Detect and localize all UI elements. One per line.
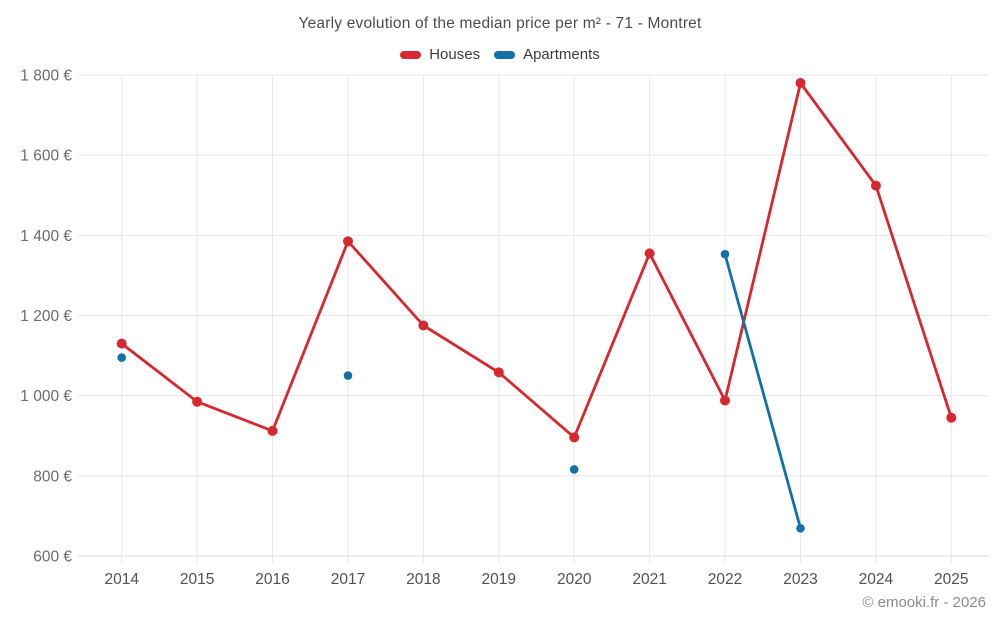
x-tick-label: 2016: [255, 571, 289, 588]
y-tick-label: 1 000 €: [20, 388, 72, 405]
point-houses-2020[interactable]: [569, 432, 580, 443]
apartments-line: [723, 252, 802, 530]
series-apartments: [117, 249, 805, 533]
apartments-legend-label: Apartments: [523, 46, 600, 63]
point-houses-2015[interactable]: [192, 396, 203, 407]
point-houses-2014[interactable]: [116, 338, 127, 349]
x-tick-label: 2023: [783, 571, 817, 588]
x-tick-label: 2025: [934, 571, 968, 588]
grid-vertical: [121, 75, 952, 563]
series-houses: [116, 78, 957, 443]
y-tick-label: 1 200 €: [20, 308, 72, 325]
y-tick-label: 1 800 €: [20, 68, 72, 85]
x-tick-label: 2021: [632, 571, 666, 588]
point-houses-2018[interactable]: [418, 320, 429, 331]
y-tick-label: 800 €: [33, 468, 72, 485]
x-tick-label: 2017: [331, 571, 365, 588]
point-houses-2021[interactable]: [644, 248, 655, 259]
y-tick-label: 1 400 €: [20, 228, 72, 245]
chart-legend: Houses Apartments: [0, 46, 1000, 63]
point-apartments-2023[interactable]: [796, 524, 805, 533]
point-houses-2025[interactable]: [946, 412, 957, 423]
legend-item-apartments[interactable]: Apartments: [494, 46, 600, 63]
apartments-legend-swatch-icon: [494, 50, 516, 59]
legend-item-houses[interactable]: Houses: [400, 46, 480, 63]
point-houses-2022[interactable]: [720, 395, 730, 406]
y-axis-labels: 600 € 800 € 1 000 € 1 200 € 1 400 € 1 600 € 1 …: [20, 68, 72, 566]
x-tick-label: 2022: [708, 571, 742, 588]
x-tick-label: 2024: [859, 571, 894, 588]
x-tick-label: 2015: [180, 571, 214, 588]
point-apartments-2020[interactable]: [569, 465, 579, 474]
point-apartments-2014[interactable]: [117, 353, 126, 362]
point-houses-2019[interactable]: [493, 367, 504, 378]
x-tick-label: 2020: [557, 571, 592, 588]
y-tick-label: 600 €: [33, 549, 72, 566]
houses-legend-swatch-icon: [400, 50, 422, 59]
point-houses-2016[interactable]: [267, 425, 278, 436]
x-tick-label: 2018: [406, 571, 440, 588]
y-tick-label: 1 600 €: [20, 148, 72, 165]
grid-horizontal: [78, 74, 989, 557]
x-axis-labels: 2014 2015 2016 2017 2018 2019 2020 2021 2022 2023…: [104, 571, 968, 588]
point-houses-2024[interactable]: [870, 180, 881, 191]
point-apartments-2022[interactable]: [720, 249, 730, 259]
point-apartments-2017[interactable]: [343, 371, 353, 380]
x-tick-label: 2014: [104, 571, 139, 588]
point-houses-2017[interactable]: [343, 236, 353, 247]
copyright-note: © emooki.fr - 2026: [862, 594, 986, 611]
chart-title: Yearly evolution of the median price per…: [298, 15, 702, 32]
point-houses-2023[interactable]: [795, 78, 806, 88]
x-tick-label: 2019: [482, 571, 516, 588]
houses-legend-label: Houses: [429, 46, 481, 63]
houses-line: [120, 81, 953, 439]
